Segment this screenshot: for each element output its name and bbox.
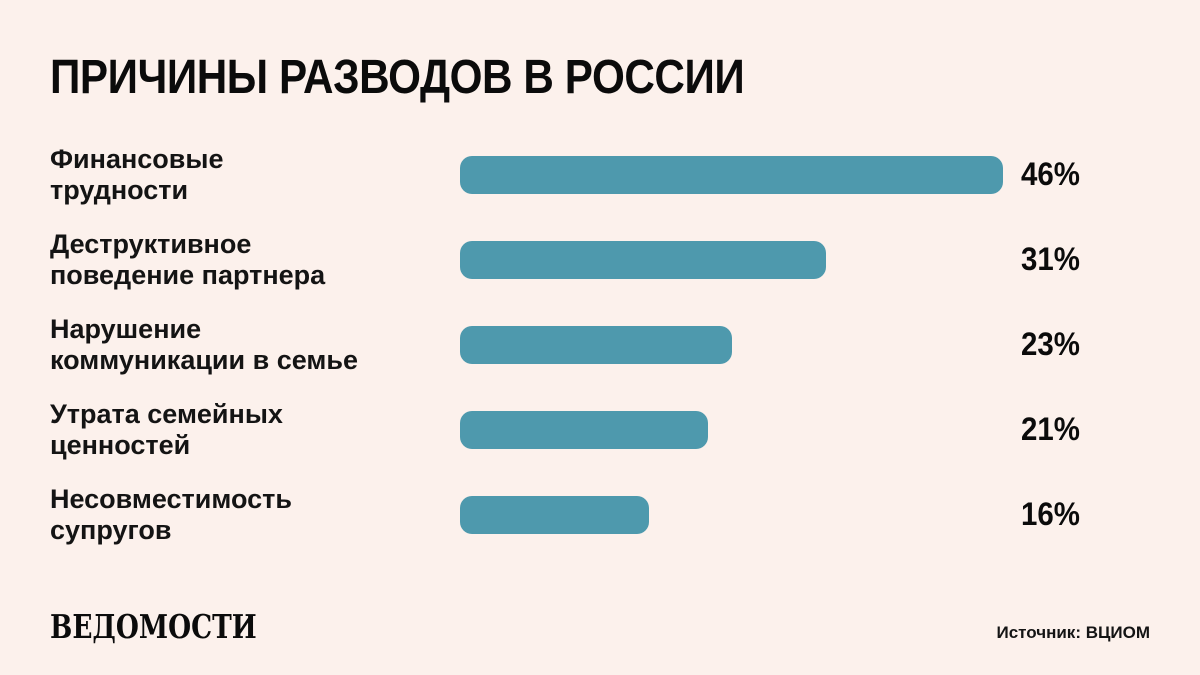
category-label-line: поведение партнера xyxy=(50,259,326,290)
category-label-line: супругов xyxy=(50,514,172,545)
chart-row: Несовместимость супругов 16% xyxy=(50,472,1150,557)
bar xyxy=(460,495,649,534)
category-label-line: трудности xyxy=(50,174,189,205)
bar-track xyxy=(460,410,1003,449)
bar-track xyxy=(460,155,1003,194)
category-label-line: Утрата семейных xyxy=(50,399,283,430)
category-label-line: Несовместимость xyxy=(50,484,292,515)
chart-row: Деструктивное поведение партнера 31% xyxy=(50,217,1150,302)
chart-title: ПРИЧИНЫ РАЗВОДОВ В РОССИИ xyxy=(50,51,745,104)
value-label: 46% xyxy=(1021,156,1080,192)
category-label-line: Финансовые xyxy=(50,144,224,175)
bar xyxy=(460,240,826,279)
value-label: 16% xyxy=(1021,496,1080,532)
bar xyxy=(460,410,708,449)
source-attribution: Источник: ВЦИОМ xyxy=(996,623,1150,642)
category-label-line: Деструктивное xyxy=(50,229,252,260)
bar-track xyxy=(460,240,1003,279)
bar-chart: Финансовые трудности 46% Деструктивное п… xyxy=(50,132,1150,557)
category-label-line: ценностей xyxy=(50,429,191,460)
vedomosti-logo: ВЕДОМОСТИ xyxy=(50,607,257,646)
bar-track xyxy=(460,325,1003,364)
category-label-line: Нарушение xyxy=(50,314,202,345)
category-label: Нарушение коммуникации в семье xyxy=(50,314,460,374)
value-label: 31% xyxy=(1021,241,1080,277)
category-label-line: коммуникации в семье xyxy=(50,344,358,375)
category-label: Утрата семейных ценностей xyxy=(50,399,460,459)
chart-row: Утрата семейных ценностей 21% xyxy=(50,387,1150,472)
footer: ВЕДОМОСТИ Источник: ВЦИОМ xyxy=(50,610,1150,643)
chart-row: Финансовые трудности 46% xyxy=(50,132,1150,217)
bar xyxy=(460,155,1003,194)
bar xyxy=(460,325,732,364)
category-label: Финансовые трудности xyxy=(50,144,460,204)
value-label: 21% xyxy=(1021,411,1080,447)
bar-track xyxy=(460,495,1003,534)
category-label: Несовместимость супругов xyxy=(50,484,460,544)
value-label: 23% xyxy=(1021,326,1080,362)
chart-row: Нарушение коммуникации в семье 23% xyxy=(50,302,1150,387)
category-label: Деструктивное поведение партнера xyxy=(50,229,460,289)
